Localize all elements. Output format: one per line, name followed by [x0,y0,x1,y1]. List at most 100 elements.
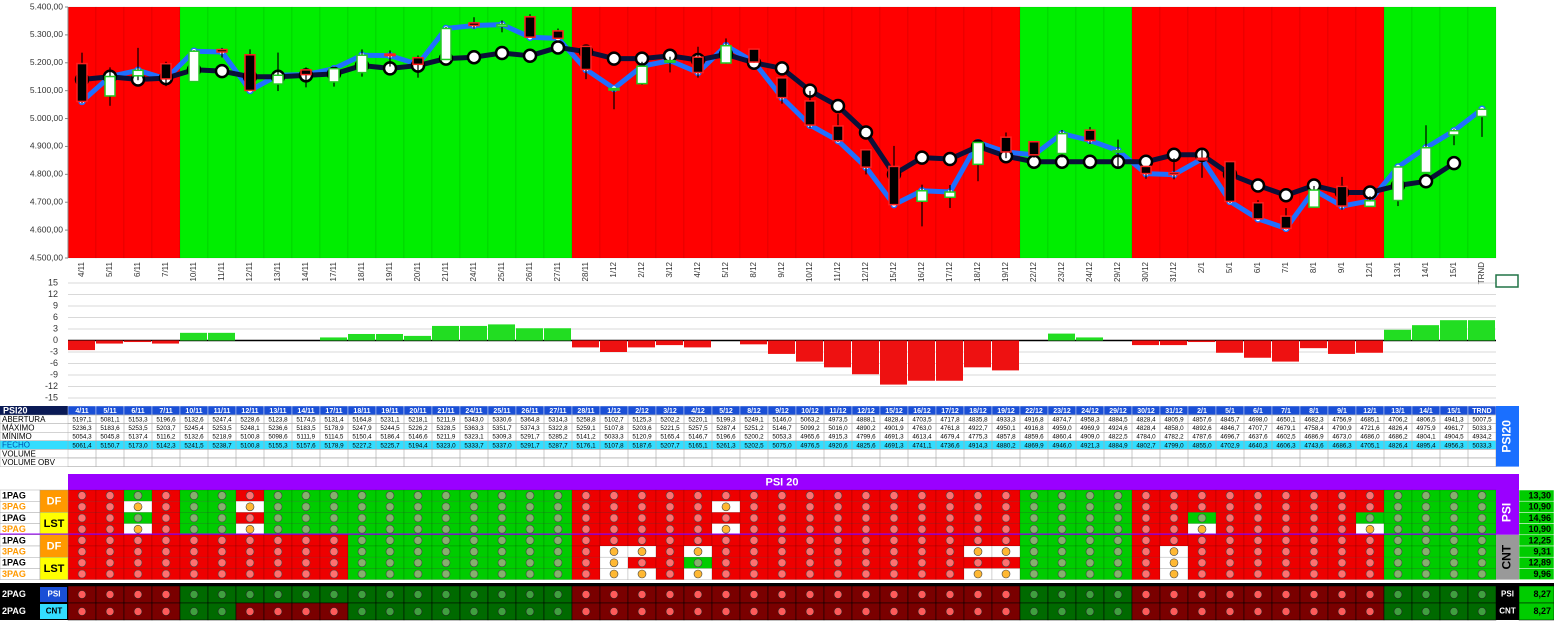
cell-value: 5231,1 [380,416,400,423]
band [963,6,993,259]
band [1215,6,1245,259]
signal-dot [1225,558,1235,568]
header-label: 7/11 [159,408,172,415]
summary-dot [1421,590,1431,599]
cell-value: 4825,6 [856,442,876,449]
signal-dot [1365,491,1375,500]
signal-dot [525,558,535,568]
band [879,6,909,259]
table-title-cell [0,406,68,415]
cell-value: 5033,3 [604,434,624,441]
candle-body [1000,136,1012,153]
signal-dot [581,524,591,534]
cell-value: 4860,4 [1052,434,1072,441]
signal-dot [693,536,703,545]
candle-body [160,62,172,80]
signal-dot [413,513,423,523]
x-tick-label: 18/12 [973,261,982,282]
candle-body [1392,166,1404,202]
candle-body [1476,108,1488,118]
signal-dot [105,491,115,500]
signal-dot [301,524,311,534]
header-label: 19/11 [381,408,398,415]
signal-dot [749,524,759,534]
signal-dot [1225,491,1235,500]
header-label: 5/1 [1225,408,1235,415]
signal-dot [385,569,395,579]
candle-body [496,23,508,28]
signal-dot [1309,502,1319,512]
cell-value: 4686,3 [1332,442,1352,449]
candle-body [888,165,900,206]
signal-dot [581,536,591,545]
cell-value: 5150,7 [100,442,120,449]
trend-point [494,45,510,61]
signal-dot [1029,569,1039,579]
signal-dot [609,513,619,523]
x-tick-label: 10/12 [805,261,814,282]
signal-dot [161,547,171,556]
summary-dot [721,607,731,616]
summary-dot [273,590,283,599]
x-tick-label: 20/11 [413,261,422,281]
signal-dot [217,491,227,500]
candle-body [1028,141,1040,156]
x-tick-label: 1/12 [609,261,618,277]
signal-dot [777,536,787,545]
header-label: 29/12 [1109,408,1127,415]
cell-value: 4763,0 [912,425,932,432]
table-title: PSI20 [3,405,28,415]
cell-value: 5238,7 [212,442,232,449]
y-tick-label: 5.100,00 [30,85,63,95]
row-label: VOLUME [2,449,36,458]
signal-dot [357,491,367,500]
signal-dot [273,547,283,556]
summary-dot [385,607,395,616]
summary-dot [1309,590,1319,599]
candle-body [1056,132,1068,155]
header-label: 4/11 [75,408,88,415]
signal-dot [413,569,423,579]
summary-dot [469,607,479,616]
signal-dot [329,502,339,512]
signal-dot [133,524,143,534]
bar [852,340,879,375]
cell-value: 4685,1 [1360,416,1380,423]
signal-dot [1337,502,1347,512]
cell-value: 4934,2 [1472,434,1492,441]
band [1411,6,1441,259]
signal-dot [77,491,87,500]
cell-value: 5081,1 [100,416,120,423]
cell-value: 5063,2 [800,416,820,423]
cell-value: 5207,7 [660,442,680,449]
signal-dot [777,558,787,568]
signal-dot [609,524,619,534]
cell-value: 5211,9 [437,416,456,423]
summary-dot [637,590,647,599]
candle-body [468,22,480,27]
bar [684,340,711,348]
cell-value: 5259,1 [576,425,596,432]
signal-dot [133,536,143,545]
band [235,6,265,259]
signal-dot [973,536,983,545]
bar [320,337,347,341]
x-tick-label: 2/12 [637,261,646,277]
signal-dot [1421,491,1431,500]
header-label: 16/12 [913,408,931,415]
cell-value: 4703,5 [912,416,932,423]
signal-dot [469,569,479,579]
signal-dot [1449,491,1459,500]
cell-value: 5251,2 [744,425,764,432]
signal-dot [385,536,395,545]
header-label: 6/11 [131,408,144,415]
signal-dot [1141,569,1151,579]
trend-point [606,51,622,66]
signal-dot [721,513,731,523]
signal-dot [1029,536,1039,545]
cell-value: 4916,8 [1024,416,1044,423]
cell-value: 5176,1 [576,442,596,449]
summary-dot [777,607,787,616]
signal-dot [1253,547,1263,556]
summary-dot [665,590,675,599]
